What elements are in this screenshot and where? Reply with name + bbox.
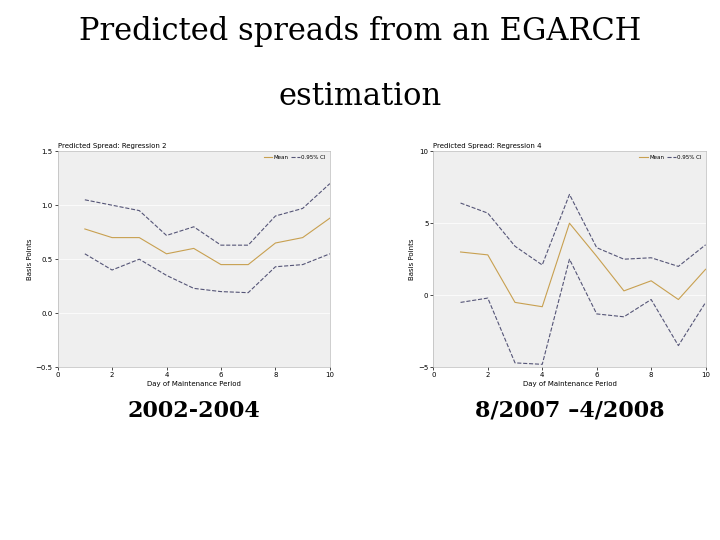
0.95% CI — [135, 207, 143, 214]
0.95% CI — [538, 262, 546, 268]
0.95% CI — [674, 263, 683, 269]
Text: Predicted Spread: Regression 4: Predicted Spread: Regression 4 — [433, 144, 542, 150]
0.95% CI — [483, 210, 492, 217]
X-axis label: Day of Maintenance Period: Day of Maintenance Period — [523, 381, 616, 387]
Text: 2002-2004: 2002-2004 — [127, 400, 260, 422]
Mean — [674, 296, 683, 303]
Line: Mean: Mean — [85, 218, 330, 265]
Mean — [565, 220, 574, 226]
Mean — [189, 245, 198, 252]
0.95% CI — [81, 197, 89, 203]
Mean — [325, 215, 334, 221]
0.95% CI — [510, 243, 519, 249]
Mean — [135, 234, 143, 241]
0.95% CI — [565, 191, 574, 198]
0.95% CI — [456, 200, 465, 206]
0.95% CI — [189, 224, 198, 230]
0.95% CI — [244, 242, 253, 248]
0.95% CI — [271, 213, 280, 219]
Y-axis label: Basis Points: Basis Points — [27, 239, 33, 280]
Text: estimation: estimation — [279, 81, 441, 112]
Mean — [701, 266, 710, 273]
Text: Predicted spreads from an EGARCH: Predicted spreads from an EGARCH — [79, 16, 641, 47]
Line: 0.95% CI: 0.95% CI — [461, 194, 706, 266]
Mean — [81, 226, 89, 232]
Legend: Mean, 0.95% CI: Mean, 0.95% CI — [263, 154, 327, 161]
X-axis label: Day of Maintenance Period: Day of Maintenance Period — [147, 381, 240, 387]
Text: 8/2007 –4/2008: 8/2007 –4/2008 — [474, 400, 665, 422]
Text: Predicted Spread: Regression 2: Predicted Spread: Regression 2 — [58, 144, 166, 150]
Mean — [108, 234, 117, 241]
Mean — [217, 261, 225, 268]
0.95% CI — [217, 242, 225, 248]
Mean — [456, 249, 465, 255]
0.95% CI — [298, 205, 307, 212]
0.95% CI — [325, 180, 334, 187]
0.95% CI — [593, 245, 601, 251]
Mean — [620, 288, 629, 294]
Mean — [298, 234, 307, 241]
Mean — [647, 278, 655, 284]
Y-axis label: Basis Points: Basis Points — [410, 239, 415, 280]
Mean — [162, 251, 171, 257]
Mean — [483, 252, 492, 258]
Mean — [244, 261, 253, 268]
0.95% CI — [620, 256, 629, 262]
0.95% CI — [108, 202, 117, 208]
Line: 0.95% CI: 0.95% CI — [85, 184, 330, 245]
0.95% CI — [162, 232, 171, 239]
Mean — [271, 240, 280, 246]
0.95% CI — [701, 241, 710, 248]
Legend: Mean, 0.95% CI: Mean, 0.95% CI — [639, 154, 703, 161]
0.95% CI — [647, 254, 655, 261]
Mean — [510, 299, 519, 306]
Mean — [538, 303, 546, 310]
Mean — [593, 253, 601, 260]
Line: Mean: Mean — [461, 223, 706, 307]
